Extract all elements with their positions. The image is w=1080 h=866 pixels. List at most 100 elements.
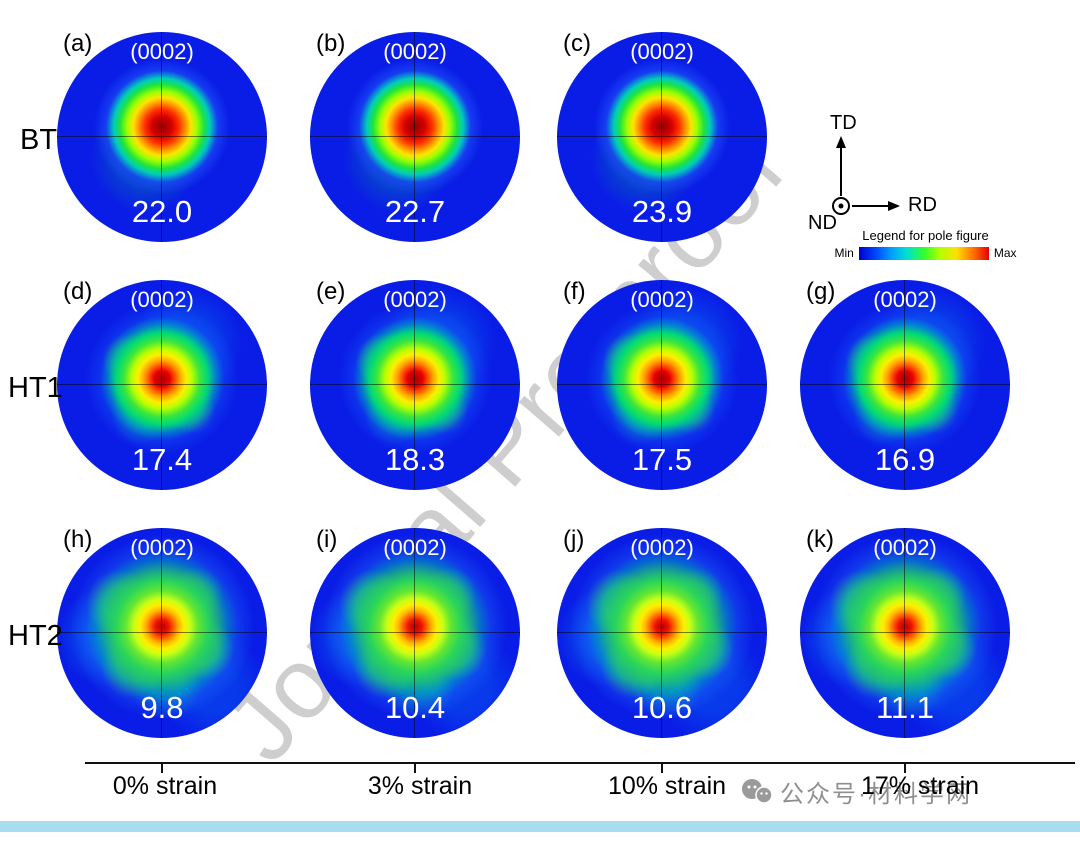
max-intensity-value: 17.5 [631, 442, 693, 477]
pole-figure-panel-c: (0002) 23.9 (c) [557, 30, 767, 242]
pole-figure-circle: (0002) 10.4 [310, 528, 520, 738]
miller-index-label: (0002) [383, 535, 447, 560]
max-intensity-value: 22.7 [384, 194, 446, 229]
strain-axis-line [85, 762, 1075, 764]
pole-figure-panel-a: (0002) 22.0 (a) [57, 30, 267, 242]
rd-axis-label: RD [908, 194, 937, 216]
max-intensity-value: 10.4 [384, 690, 446, 725]
miller-index-label: (0002) [130, 39, 194, 64]
pole-figure-circle: (0002) 9.8 [57, 528, 267, 738]
miller-index-label: (0002) [873, 287, 937, 312]
pole-figure-panel-e: (0002) 18.3 (e) [310, 278, 520, 490]
pole-figure-circle: (0002) 18.3 [310, 280, 520, 490]
crosshair-vertical [661, 32, 662, 242]
miller-index-label: (0002) [630, 287, 694, 312]
wechat-badge-text: 公众号·材料学网 [780, 781, 972, 808]
crosshair-vertical [161, 280, 162, 490]
pole-figure-circle: (0002) 22.0 [57, 32, 267, 242]
crosshair-horizontal [57, 632, 267, 633]
crosshair-horizontal [557, 136, 767, 137]
max-intensity-value: 18.3 [384, 442, 446, 477]
nd-axis-label: ND [808, 212, 837, 234]
wechat-badge: 公众号·材料学网 [740, 774, 972, 809]
max-intensity-value: 11.1 [875, 690, 935, 725]
crosshair-vertical [661, 280, 662, 490]
crosshair-vertical [904, 528, 905, 738]
figure-canvas: Journal Pre-proof BT HT1 HT2 (0002) 22.0… [0, 30, 1080, 832]
row-label-ht2: HT2 [8, 620, 63, 652]
max-intensity-value: 17.4 [131, 442, 193, 477]
pole-figure-panel-k: (0002) 11.1 (k) [800, 526, 1010, 738]
miller-index-label: (0002) [630, 39, 694, 64]
miller-index-label: (0002) [130, 535, 194, 560]
pole-figure-panel-i: (0002) 10.4 (i) [310, 526, 520, 738]
crosshair-horizontal [557, 384, 767, 385]
miller-index-label: (0002) [630, 535, 694, 560]
pole-figure-panel-h: (0002) 9.8 (h) [57, 526, 267, 738]
legend-min-label: Min [834, 246, 854, 260]
crosshair-horizontal [800, 384, 1010, 385]
pole-figure-circle: (0002) 16.9 [800, 280, 1010, 490]
pole-figure-circle: (0002) 22.7 [310, 32, 520, 242]
wechat-icon [742, 778, 773, 804]
crosshair-horizontal [57, 384, 267, 385]
panel-letter: (f) [563, 278, 586, 305]
row-label-ht1: HT1 [8, 372, 63, 404]
crosshair-horizontal [310, 384, 520, 385]
max-intensity-value: 9.8 [140, 690, 184, 725]
legend-colorbar-row: Min Max [818, 246, 1033, 260]
panel-letter: (k) [806, 526, 834, 553]
panel-letter: (c) [563, 30, 591, 57]
crosshair-vertical [161, 528, 162, 738]
bottom-highlight-strip [0, 821, 1080, 832]
pole-figure-circle: (0002) 17.4 [57, 280, 267, 490]
crosshair-horizontal [310, 632, 520, 633]
crosshair-horizontal [310, 136, 520, 137]
pole-figure-circle: (0002) 23.9 [557, 32, 767, 242]
strain-axis-label: 17% strain [860, 772, 980, 800]
orientation-axes-icon [832, 136, 900, 215]
pole-figure-panel-f: (0002) 17.5 (f) [557, 278, 767, 490]
pole-figure-circle: (0002) 17.5 [557, 280, 767, 490]
crosshair-vertical [414, 32, 415, 242]
max-intensity-value: 16.9 [874, 442, 936, 477]
pole-figure-panel-g: (0002) 16.9 (g) [800, 278, 1010, 490]
legend-title: Legend for pole figure [862, 228, 989, 243]
pole-figure-panel-b: (0002) 22.7 (b) [310, 30, 520, 242]
orientation-diagram: TD RD ND [806, 112, 976, 237]
panel-letter: (i) [316, 526, 338, 553]
pole-figure-panel-d: (0002) 17.4 (d) [57, 278, 267, 490]
pole-figure-circle: (0002) 10.6 [557, 528, 767, 738]
legend-colorbar [858, 246, 989, 260]
panel-letter: (j) [563, 526, 585, 553]
panel-letter: (d) [63, 278, 93, 305]
td-axis-label: TD [830, 112, 857, 134]
pole-figure-panel-j: (0002) 10.6 (j) [557, 526, 767, 738]
max-intensity-value: 22.0 [131, 194, 193, 229]
crosshair-vertical [414, 528, 415, 738]
pole-figure-circle: (0002) 11.1 [800, 528, 1010, 738]
miller-index-label: (0002) [130, 287, 194, 312]
row-label-bt: BT [20, 124, 58, 156]
panel-letter: (e) [316, 278, 346, 305]
strain-axis-label: 3% strain [367, 772, 473, 800]
crosshair-vertical [904, 280, 905, 490]
crosshair-horizontal [800, 632, 1010, 633]
crosshair-vertical [661, 528, 662, 738]
panel-letter: (h) [63, 526, 93, 553]
strain-axis-label: 10% strain [607, 772, 727, 800]
strain-axis-label: 0% strain [112, 772, 218, 800]
axis-tick [161, 764, 163, 773]
panel-letter: (b) [316, 30, 346, 57]
pole-figure-legend: Legend for pole figure Min Max [818, 228, 1033, 260]
axis-tick [414, 764, 416, 773]
panel-letter: (g) [806, 278, 836, 305]
axis-tick [661, 764, 663, 773]
max-intensity-value: 23.9 [631, 194, 693, 229]
crosshair-horizontal [557, 632, 767, 633]
miller-index-label: (0002) [383, 287, 447, 312]
crosshair-horizontal [57, 136, 267, 137]
crosshair-vertical [414, 280, 415, 490]
miller-index-label: (0002) [873, 535, 937, 560]
panel-letter: (a) [63, 30, 93, 57]
